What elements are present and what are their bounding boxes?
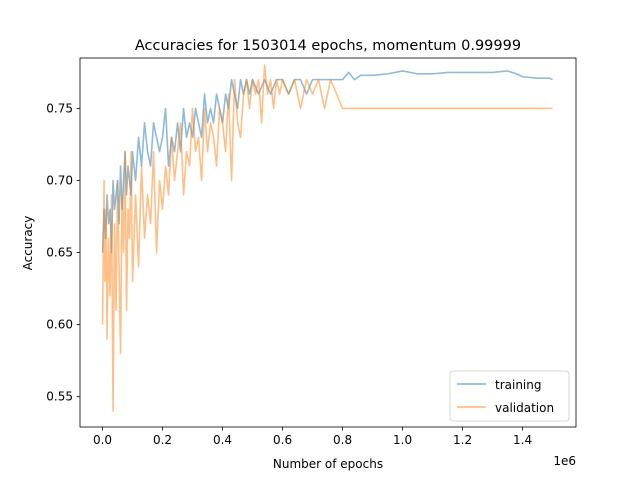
x-tick-label: 1.0: [393, 433, 412, 447]
x-tick-label: 0.2: [153, 433, 172, 447]
x-axis: 0.0 0.2 0.4 0.6 0.8 1.0 1.2 1.4: [93, 427, 532, 447]
x-axis-offset-label: 1e6: [553, 454, 576, 468]
x-tick-label: 0.6: [273, 433, 292, 447]
y-tick-label: 0.75: [46, 101, 73, 115]
plot-frame: [79, 57, 577, 428]
x-tick-label: 0.0: [93, 433, 112, 447]
legend-label-validation: validation: [495, 401, 554, 415]
y-tick-label: 0.70: [46, 174, 73, 188]
x-tick-label: 0.8: [333, 433, 352, 447]
y-tick-label: 0.60: [46, 318, 73, 332]
series-layer: [101, 64, 553, 412]
x-tick-label: 0.4: [213, 433, 232, 447]
y-tick-label: 0.65: [46, 246, 73, 260]
x-axis-label: Number of epochs: [273, 457, 383, 471]
legend-label-training: training: [495, 378, 542, 392]
legend: training validation: [449, 370, 570, 422]
y-axis-label: Accuracy: [21, 216, 35, 271]
chart-title: Accuracies for 1503014 epochs, momentum …: [135, 38, 521, 54]
series-line-validation: [101, 64, 553, 412]
y-axis: 0.55 0.60 0.65 0.70 0.75: [46, 101, 80, 404]
plot-area: [101, 64, 553, 412]
x-tick-label: 1.4: [513, 433, 532, 447]
x-tick-label: 1.2: [453, 433, 472, 447]
y-tick-label: 0.55: [46, 390, 73, 404]
